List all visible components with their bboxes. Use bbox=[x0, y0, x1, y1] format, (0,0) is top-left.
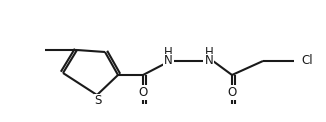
Text: H: H bbox=[205, 46, 214, 60]
Text: N: N bbox=[205, 55, 214, 67]
Text: O: O bbox=[227, 86, 237, 99]
Text: S: S bbox=[94, 95, 102, 107]
Text: Cl: Cl bbox=[301, 55, 313, 67]
Text: O: O bbox=[138, 86, 148, 99]
Text: N: N bbox=[164, 55, 172, 67]
Text: H: H bbox=[164, 46, 172, 60]
